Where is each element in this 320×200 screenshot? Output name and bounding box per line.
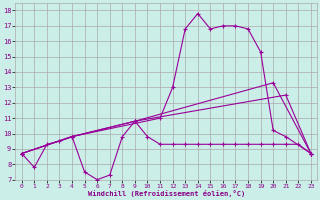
X-axis label: Windchill (Refroidissement éolien,°C): Windchill (Refroidissement éolien,°C)	[88, 190, 245, 197]
